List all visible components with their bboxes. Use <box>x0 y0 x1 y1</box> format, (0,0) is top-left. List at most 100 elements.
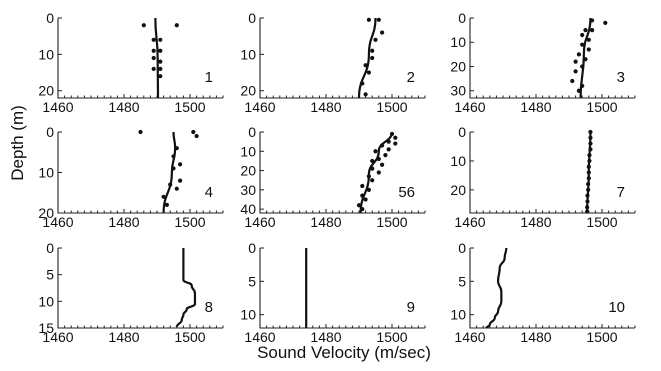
data-point <box>386 147 391 152</box>
data-point <box>573 59 578 64</box>
y-tick-label: 10 <box>450 153 466 169</box>
data-point <box>360 183 365 189</box>
data-point <box>580 83 585 88</box>
panel-label: 56 <box>398 184 415 201</box>
data-point <box>586 187 591 192</box>
y-tick-label: 5 <box>248 273 256 289</box>
y-axis-title: Depth (m) <box>8 105 27 181</box>
y-tick-label: 10 <box>38 165 54 181</box>
data-point <box>576 52 582 57</box>
fit-line <box>485 247 508 329</box>
data-point <box>164 202 169 207</box>
data-point <box>383 153 388 158</box>
data-point <box>171 154 176 159</box>
data-point <box>585 199 590 204</box>
data-point <box>590 18 595 23</box>
x-tick-label: 1500 <box>586 99 617 115</box>
x-tick-label: 1480 <box>520 214 551 230</box>
data-point <box>376 17 381 22</box>
x-tick-label: 1500 <box>376 99 407 115</box>
axis-frame <box>469 132 635 214</box>
data-point <box>370 166 375 171</box>
panel-label: 2 <box>407 69 415 86</box>
panel-label: 10 <box>608 299 625 316</box>
data-point <box>585 193 590 198</box>
y-tick-label: 0 <box>458 10 466 26</box>
y-tick-label: 0 <box>46 124 54 140</box>
y-tick-label: 20 <box>450 182 466 198</box>
y-tick-label: 40 <box>240 201 256 217</box>
y-tick-label: 5 <box>458 273 466 289</box>
data-point <box>588 135 593 140</box>
data-point <box>580 64 585 69</box>
x-tick-label: 1500 <box>174 214 205 230</box>
x-tick-label: 1460 <box>454 99 485 115</box>
data-point <box>174 146 179 151</box>
x-tick-label: 1460 <box>42 99 73 115</box>
data-point <box>586 176 591 181</box>
data-point <box>363 92 368 97</box>
data-point <box>583 57 588 62</box>
data-point <box>366 174 371 179</box>
x-tick-label: 1460 <box>244 329 275 345</box>
data-point <box>586 37 591 42</box>
y-tick-label: 0 <box>248 124 256 140</box>
data-point <box>393 135 398 140</box>
x-tick-label: 1480 <box>108 329 139 345</box>
panel-label: 3 <box>617 69 625 86</box>
data-point <box>158 48 163 53</box>
panel-label: 8 <box>205 299 213 316</box>
data-point <box>587 153 592 158</box>
x-tick-label: 1480 <box>108 214 139 230</box>
y-tick-label: 0 <box>46 240 54 256</box>
axis-frame <box>259 248 425 329</box>
data-point <box>356 203 362 208</box>
axis-frame <box>469 18 635 99</box>
data-point <box>576 88 582 93</box>
data-point <box>380 30 385 35</box>
data-point <box>366 70 371 75</box>
data-point <box>191 129 196 135</box>
data-point <box>580 42 585 47</box>
y-tick-label: 30 <box>240 182 256 198</box>
data-point <box>178 178 183 183</box>
data-point <box>360 193 365 198</box>
y-tick-label: 20 <box>38 205 54 221</box>
data-point <box>151 37 156 42</box>
y-tick-label: 0 <box>46 10 54 26</box>
panel-label: 4 <box>205 184 213 201</box>
data-point <box>151 66 156 72</box>
data-point <box>586 47 591 52</box>
x-tick-label: 1460 <box>42 214 73 230</box>
panel-label: 9 <box>407 299 415 316</box>
y-tick-label: 30 <box>450 83 466 99</box>
data-point <box>171 166 176 171</box>
y-tick-label: 10 <box>450 307 466 323</box>
data-point <box>373 37 378 42</box>
data-point <box>360 81 365 86</box>
y-tick-label: 10 <box>38 293 54 309</box>
y-tick-label: 20 <box>240 83 256 99</box>
fit-line <box>175 248 197 328</box>
data-point <box>363 197 368 202</box>
data-point <box>366 17 371 22</box>
x-tick-label: 1460 <box>42 329 73 345</box>
data-point <box>151 48 156 53</box>
x-tick-label: 1480 <box>310 214 341 230</box>
y-tick-label: 0 <box>458 240 466 256</box>
fit-line <box>579 17 592 99</box>
data-point <box>380 162 385 167</box>
data-point <box>570 78 575 84</box>
data-point <box>370 55 375 61</box>
fit-line <box>162 131 177 214</box>
y-tick-label: 5 <box>46 267 54 283</box>
x-tick-label: 1460 <box>244 214 275 230</box>
